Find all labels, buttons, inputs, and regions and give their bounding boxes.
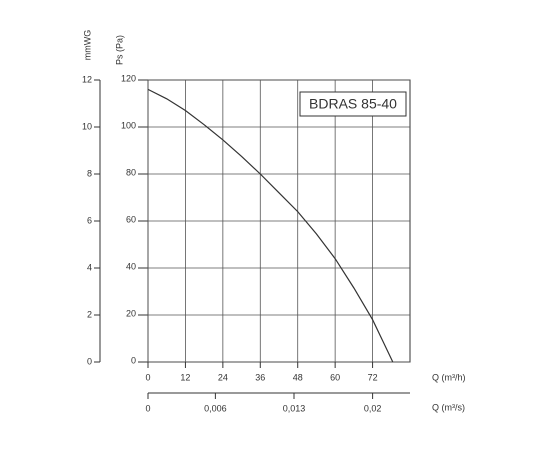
- x2-axis-label: Q (m³/s): [432, 402, 465, 412]
- y-tick-label: 120: [121, 73, 136, 83]
- y-tick-label: 0: [131, 355, 136, 365]
- y2-tick-label: 0: [87, 356, 92, 366]
- y-tick-label: 80: [126, 167, 136, 177]
- x-tick-label: 12: [180, 372, 190, 382]
- y2-axis-label: mmWG: [82, 30, 92, 61]
- y2-tick-label: 6: [87, 215, 92, 225]
- x-tick-label: 24: [218, 372, 228, 382]
- y2-tick-label: 2: [87, 309, 92, 319]
- x-tick-label: 72: [368, 372, 378, 382]
- y2-tick-label: 8: [87, 168, 92, 178]
- y-axis-label: Ps (Pa): [114, 35, 124, 65]
- x-tick-label: 36: [255, 372, 265, 382]
- x-tick-label: 0: [145, 372, 150, 382]
- y-tick-label: 20: [126, 308, 136, 318]
- x-axis-label: Q (m³/h): [432, 372, 466, 382]
- x2-tick-label: 0: [145, 403, 150, 413]
- line-series: [147, 88, 394, 363]
- legend-label: BDRAS 85-40: [309, 96, 397, 112]
- x-tick-label: 60: [330, 372, 340, 382]
- y2-tick-label: 10: [82, 121, 92, 131]
- x2-tick-label: 0,006: [204, 403, 227, 413]
- x2-tick-label: 0,02: [364, 403, 382, 413]
- y-tick-label: 60: [126, 214, 136, 224]
- y-tick-label: 40: [126, 261, 136, 271]
- y2-tick-label: 4: [87, 262, 92, 272]
- y2-tick-label: 12: [82, 74, 92, 84]
- y-tick-label: 100: [121, 120, 136, 130]
- legend-box: [299, 91, 407, 117]
- x2-tick-label: 0,013: [283, 403, 306, 413]
- x-tick-label: 48: [293, 372, 303, 382]
